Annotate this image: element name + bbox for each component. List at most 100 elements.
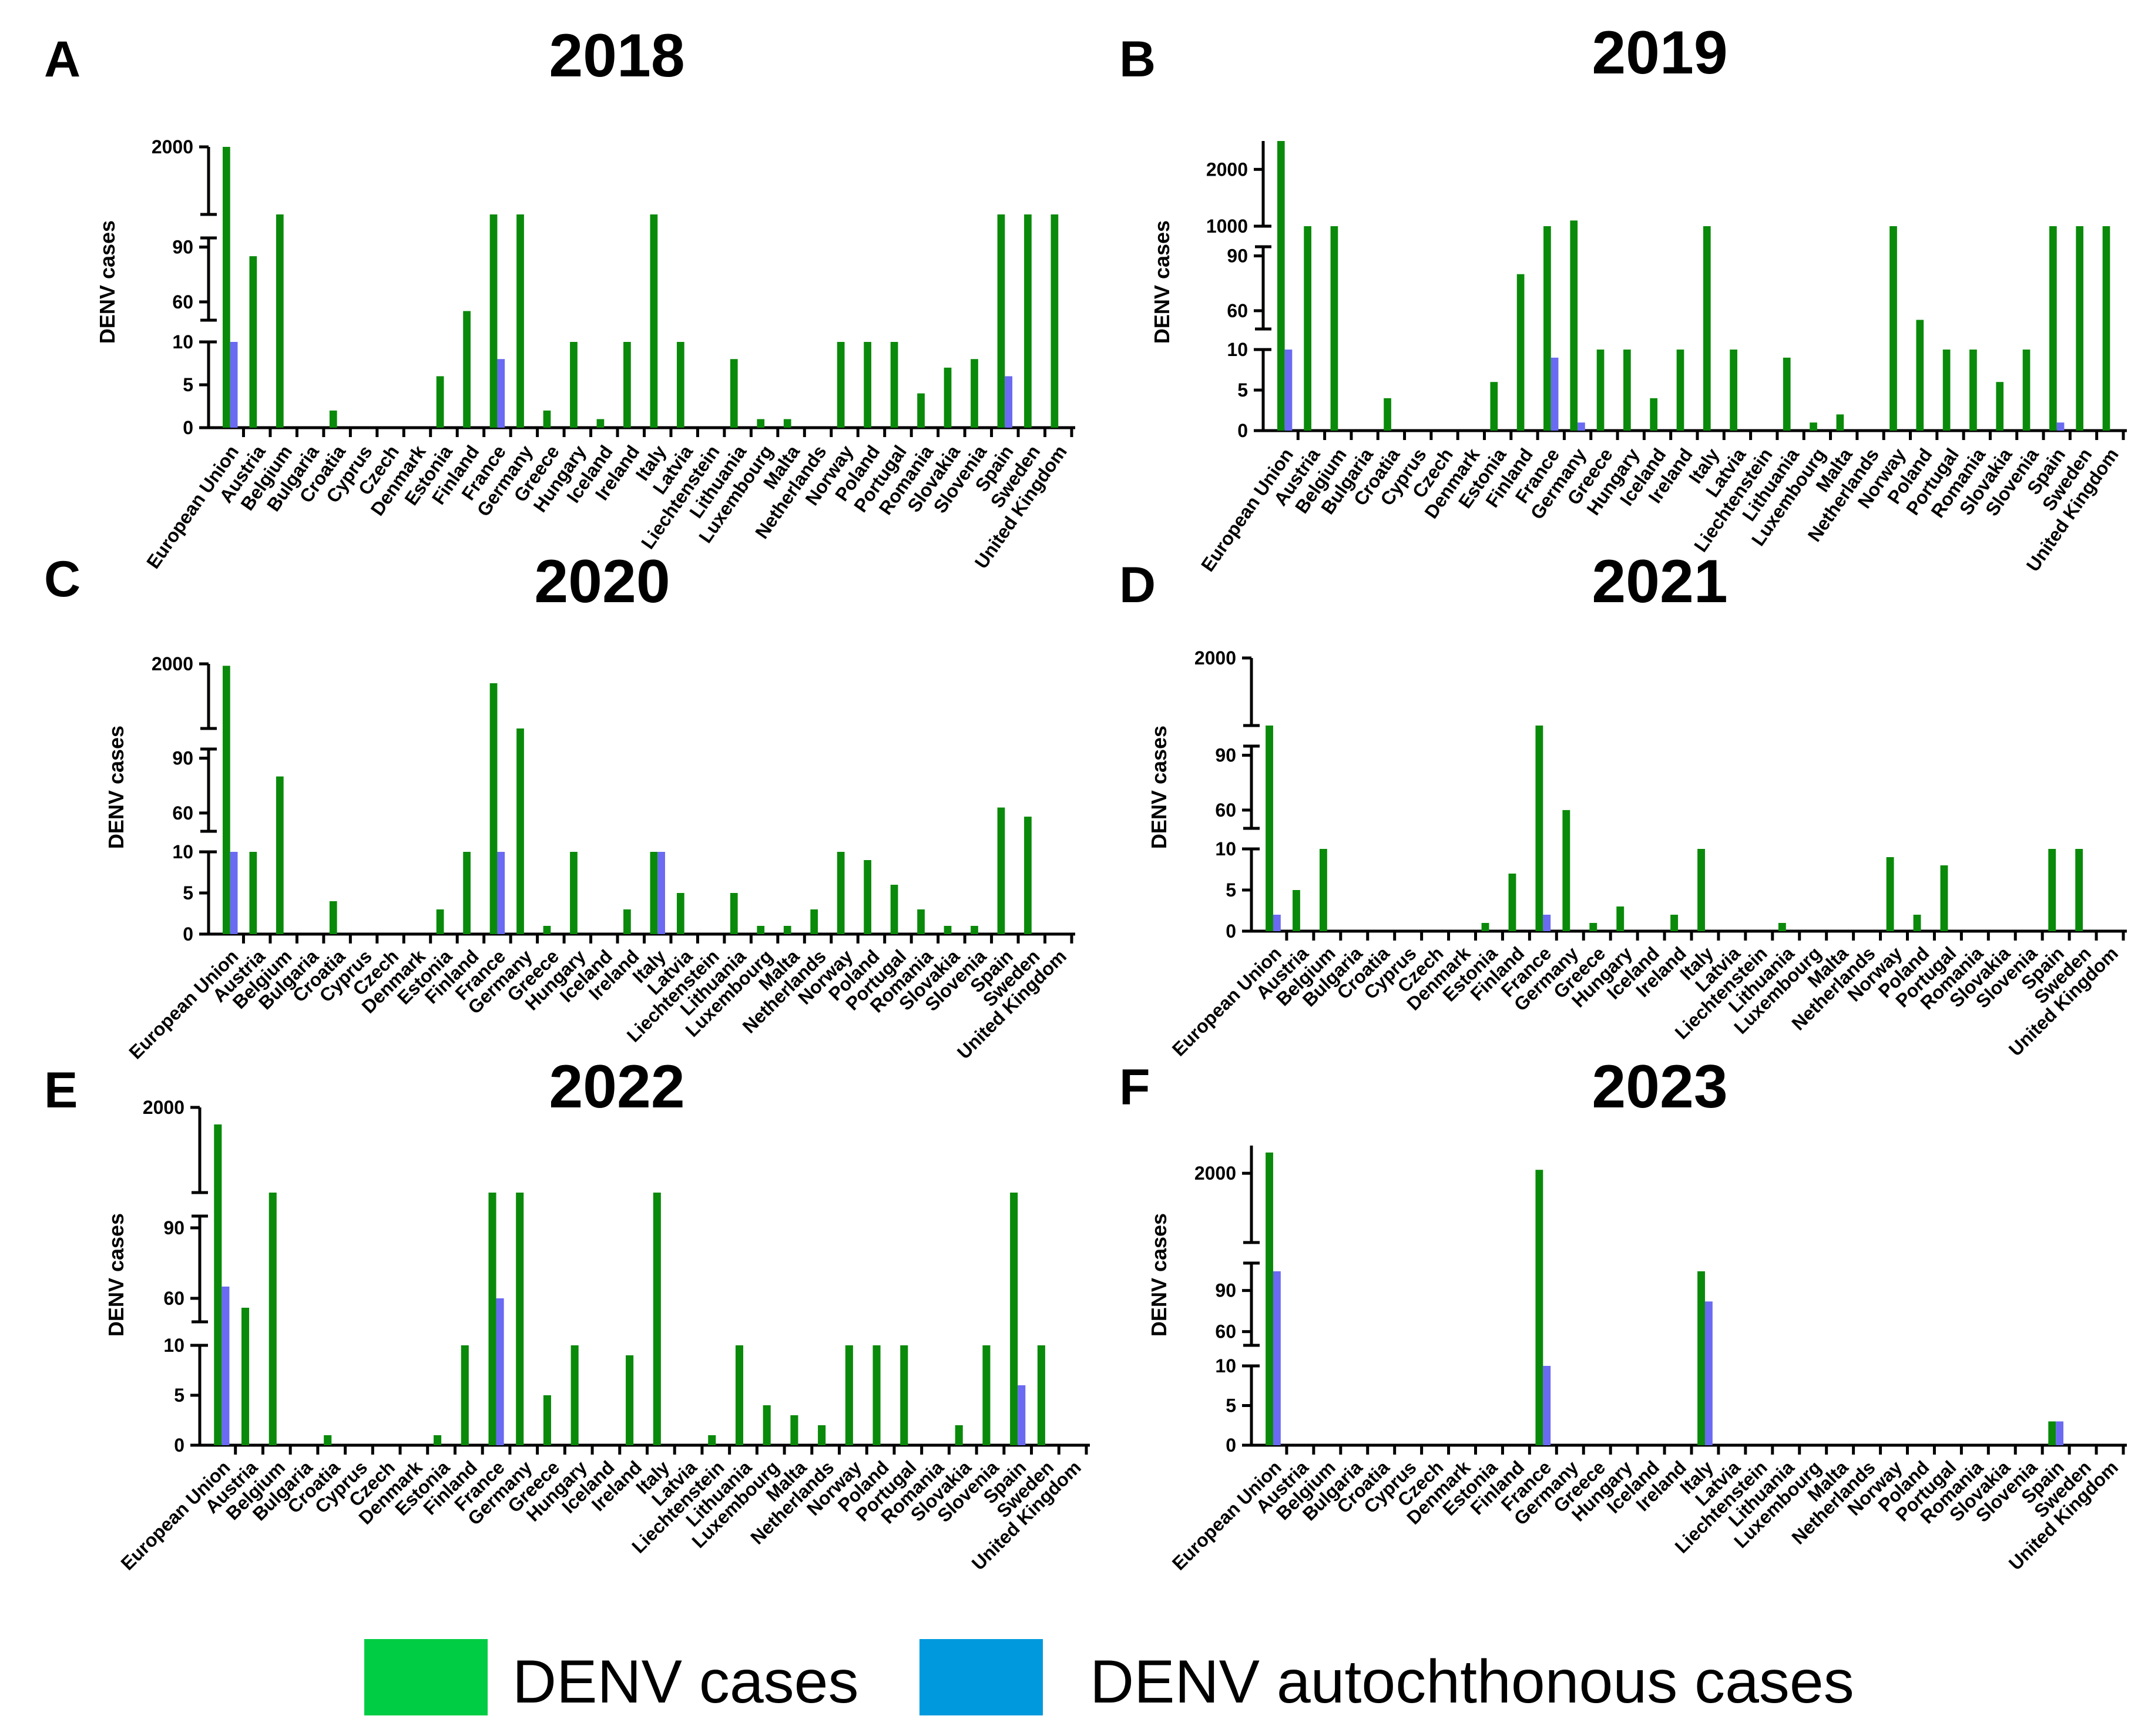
legend-swatch-denv	[364, 1639, 488, 1715]
bar-denv-cases	[708, 1435, 716, 1445]
panel-letter: A	[44, 31, 80, 88]
y-tick-label: 2000	[152, 653, 193, 674]
bar-denv-cases	[1650, 398, 1658, 431]
panel-letter: D	[1119, 557, 1156, 613]
bar-denv-cases	[1913, 915, 1921, 931]
y-tick-label: 60	[163, 1288, 184, 1309]
bar-denv-cases	[1942, 350, 1951, 431]
bar-denv-cases	[1676, 350, 1684, 431]
bar-denv-cases	[436, 376, 444, 428]
chart-title: 2019	[1592, 19, 1727, 87]
bar-denv-cases	[1490, 382, 1498, 431]
panel-letter: C	[44, 551, 80, 607]
bar-denv-cases	[1535, 726, 1543, 931]
bar-denv-cases	[650, 852, 658, 934]
bar-autochthonous-cases	[1543, 915, 1551, 931]
bar-denv-cases	[461, 1345, 469, 1445]
bar-denv-cases	[570, 852, 578, 934]
bar-denv-cases	[623, 342, 631, 428]
bar-denv-cases	[790, 1415, 798, 1445]
bar-denv-cases	[489, 683, 498, 934]
y-axis-label: DENV cases	[1150, 220, 1174, 344]
y-axis-label: DENV cases	[1147, 726, 1171, 849]
y-tick-label: 60	[1227, 300, 1248, 321]
bar-denv-cases	[214, 1124, 222, 1445]
bar-denv-cases	[1384, 398, 1391, 431]
panel-letter: E	[44, 1062, 78, 1119]
bar-denv-cases	[982, 1345, 991, 1445]
bar-autochthonous-cases	[497, 852, 505, 934]
legend-label-autochthonous: DENV autochthonous cases	[1090, 1648, 1854, 1716]
bar-denv-cases	[917, 393, 925, 428]
bar-denv-cases	[997, 807, 1005, 934]
bar-denv-cases	[2102, 226, 2110, 431]
y-tick-label: 10	[1215, 1355, 1236, 1376]
y-tick-label: 5	[1237, 380, 1248, 401]
bar-denv-cases	[757, 926, 765, 934]
y-tick-label: 10	[1215, 838, 1236, 859]
x-tick-label: European Union	[142, 441, 243, 572]
bar-denv-cases	[626, 1355, 634, 1445]
bar-denv-cases	[1589, 923, 1597, 931]
bar-denv-cases	[596, 419, 605, 428]
bar-denv-cases	[2048, 849, 2056, 931]
y-tick-label: 2000	[152, 136, 193, 157]
bar-denv-cases	[900, 1345, 908, 1445]
bar-denv-cases	[249, 852, 257, 934]
bar-denv-cases	[944, 367, 952, 428]
bar-denv-cases	[1516, 274, 1525, 431]
bar-denv-cases	[971, 359, 978, 428]
y-tick-label: 1000	[1206, 216, 1248, 237]
y-axis-label: DENV cases	[95, 220, 119, 344]
bar-autochthonous-cases	[2056, 1421, 2064, 1445]
bar-denv-cases	[872, 1345, 881, 1445]
bar-denv-cases	[735, 1345, 744, 1445]
chart-title: 2023	[1592, 1053, 1727, 1121]
bar-autochthonous-cases	[1704, 1301, 1713, 1445]
bar-denv-cases	[783, 419, 791, 428]
bar-denv-cases	[516, 1193, 524, 1445]
chart-title: 2021	[1592, 548, 1727, 616]
y-tick-label: 5	[1226, 1395, 1236, 1416]
bar-denv-cases	[463, 852, 471, 934]
bar-autochthonous-cases	[230, 852, 238, 934]
bar-denv-cases	[1037, 1345, 1045, 1445]
bar-denv-cases	[329, 410, 337, 428]
y-axis-label: DENV cases	[104, 1213, 128, 1337]
bar-denv-cases	[434, 1435, 442, 1445]
bar-denv-cases	[1616, 906, 1625, 931]
y-axis-label: DENV cases	[104, 726, 128, 849]
bar-denv-cases	[1304, 226, 1311, 431]
bar-denv-cases	[864, 342, 871, 428]
bar-denv-cases	[516, 214, 524, 428]
y-tick-label: 2000	[143, 1097, 184, 1118]
bar-denv-cases	[730, 359, 738, 428]
bar-denv-cases	[1266, 726, 1273, 931]
bar-denv-cases	[1319, 849, 1327, 931]
bar-autochthonous-cases	[1005, 376, 1013, 428]
bar-denv-cases	[676, 893, 684, 934]
bar-denv-cases	[2022, 350, 2030, 431]
bar-denv-cases	[1293, 890, 1300, 931]
y-tick-label: 0	[1226, 921, 1236, 942]
bar-autochthonous-cases	[230, 342, 238, 428]
bar-denv-cases	[837, 852, 845, 934]
bar-denv-cases	[1703, 226, 1711, 431]
y-tick-label: 10	[172, 331, 193, 352]
bar-denv-cases	[1277, 141, 1285, 431]
y-tick-label: 0	[183, 924, 193, 945]
y-tick-label: 0	[1237, 420, 1248, 441]
bar-denv-cases	[1730, 350, 1737, 431]
bar-denv-cases	[810, 909, 818, 934]
bar-denv-cases	[241, 1308, 250, 1445]
bar-denv-cases	[1623, 350, 1631, 431]
y-tick-label: 60	[1215, 800, 1236, 821]
bar-denv-cases	[1543, 226, 1551, 431]
bar-denv-cases	[1024, 214, 1032, 428]
bar-denv-cases	[1481, 923, 1489, 931]
bar-denv-cases	[1836, 414, 1844, 431]
bar-denv-cases	[1889, 226, 1897, 431]
bar-denv-cases	[864, 860, 871, 934]
